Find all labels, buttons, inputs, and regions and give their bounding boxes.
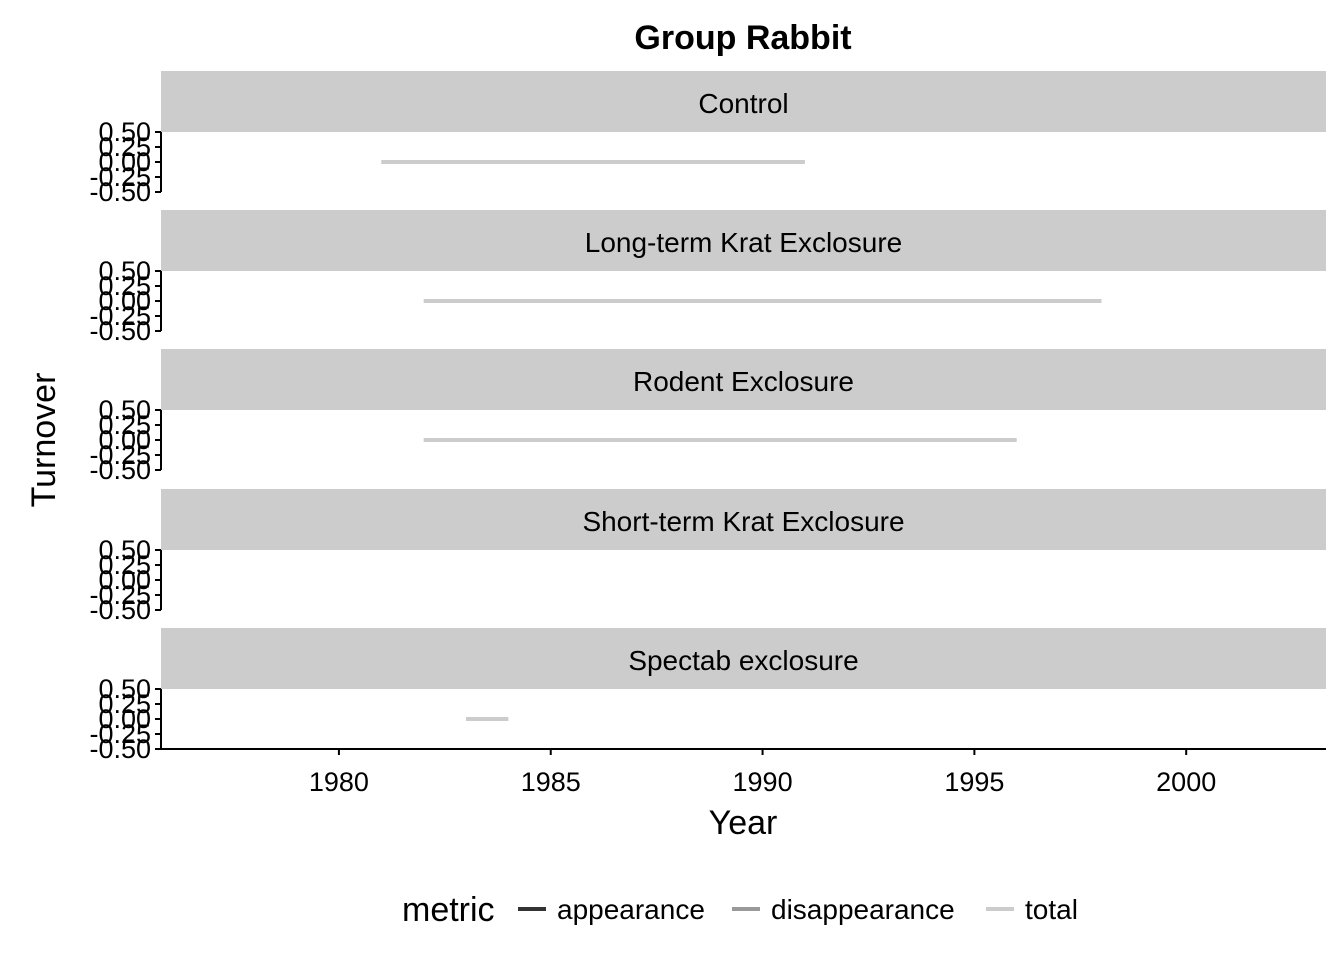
y-tick-label: 0.25: [98, 132, 151, 162]
x-tick-label: 1995: [944, 767, 1004, 797]
x-tick-label: 1985: [521, 767, 581, 797]
y-tick-label: 0.25: [98, 410, 151, 440]
y-tick-label: -0.25: [89, 301, 151, 331]
y-tick-label: 0.25: [98, 689, 151, 719]
y-tick-label: -0.25: [89, 440, 151, 470]
y-tick-label: 0.50: [98, 117, 151, 147]
y-tick-label: -0.25: [89, 719, 151, 749]
y-axis-title: Turnover: [25, 373, 63, 508]
x-tick-label: 1990: [733, 767, 793, 797]
y-tick-label: 0.50: [98, 256, 151, 286]
y-tick-label: 0.50: [98, 674, 151, 704]
y-tick-label: -0.50: [89, 177, 151, 207]
facet-panel: Spectab exclosure -0.50-0.250.000.250.50: [89, 628, 1326, 764]
facet-strip: [161, 489, 1326, 550]
facet-panel: Short-term Krat Exclosure -0.50-0.250.000…: [89, 489, 1326, 625]
y-tick-label: -0.50: [89, 595, 151, 625]
chart-title: Group Rabbit: [634, 19, 851, 57]
facet-strip-label: Short-term Krat Exclosure: [582, 506, 904, 537]
y-tick-label: 0.00: [98, 704, 151, 734]
facet-strip: [161, 628, 1326, 689]
y-tick-label: 0.00: [98, 286, 151, 316]
x-axis: 1980 1985 1990 1995 2000: [161, 748, 1326, 797]
facet-panel: Rodent Exclosure -0.50-0.250.000.250.50: [89, 349, 1326, 485]
y-tick-label: -0.25: [89, 162, 151, 192]
facet-strip: [161, 349, 1326, 410]
y-tick-label: -0.50: [89, 316, 151, 346]
y-tick-label: 0.50: [98, 535, 151, 565]
y-tick-label: 0.25: [98, 271, 151, 301]
y-tick-label: -0.25: [89, 580, 151, 610]
facet-strip-label: Long-term Krat Exclosure: [585, 227, 902, 258]
legend-label: appearance: [557, 894, 705, 925]
facet-panel: Long-term Krat Exclosure -0.50-0.250.000.…: [89, 210, 1326, 346]
x-axis-title: Year: [709, 804, 778, 842]
facet-strip: [161, 210, 1326, 271]
legend: metric appearance disappearance total: [402, 891, 1078, 929]
legend-title: metric: [402, 891, 495, 929]
legend-label: disappearance: [771, 894, 955, 925]
facet-strip-label: Rodent Exclosure: [633, 366, 854, 397]
y-tick-label: 0.00: [98, 565, 151, 595]
facet-strip-label: Spectab exclosure: [628, 645, 858, 676]
y-tick-label: -0.50: [89, 734, 151, 764]
x-tick-label: 2000: [1156, 767, 1216, 797]
y-tick-label: 0.00: [98, 425, 151, 455]
y-tick-label: 0.00: [98, 147, 151, 177]
facet-strip: [161, 71, 1326, 132]
legend-label: total: [1025, 894, 1078, 925]
y-tick-label: -0.50: [89, 455, 151, 485]
x-tick-label: 1980: [309, 767, 369, 797]
facet-panel: Control -0.50-0.250.000.250.50: [89, 71, 1326, 207]
y-tick-label: 0.25: [98, 550, 151, 580]
y-tick-label: 0.50: [98, 395, 151, 425]
facet-strip-label: Control: [698, 88, 788, 119]
